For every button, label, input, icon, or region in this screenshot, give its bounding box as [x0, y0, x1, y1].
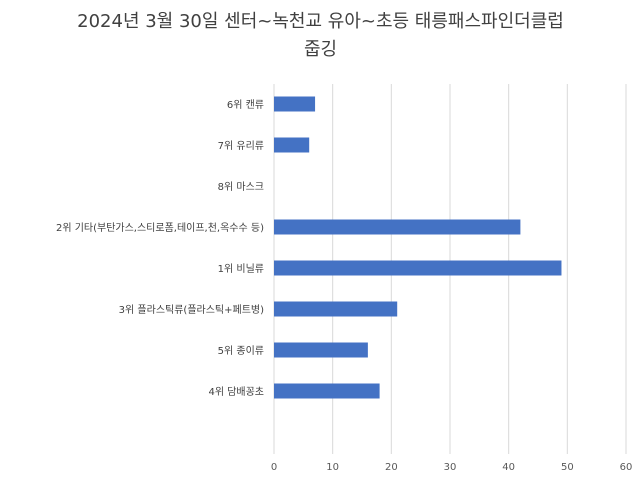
chart-title: 2024년 3월 30일 센터~녹천교 유아~초등 태릉패스파인더클럽: [77, 11, 564, 32]
category-label: 6위 캔류: [227, 98, 264, 111]
category-label: 3위 플라스틱류(플라스틱+페트병): [119, 303, 264, 316]
bar: [274, 383, 380, 399]
x-tick-label: 0: [271, 462, 277, 473]
category-label: 8위 마스크: [218, 180, 264, 193]
bar: [274, 260, 562, 276]
category-label: 2위 기타(부탄가스,스티로폼,테이프,천,옥수수 등): [56, 221, 264, 234]
category-label: 5위 종이류: [218, 344, 264, 357]
x-tick-label: 20: [385, 462, 398, 473]
x-tick-label: 30: [444, 462, 457, 473]
category-label: 7위 유리류: [218, 139, 264, 152]
chart-title-line2: 줍깅: [303, 39, 338, 60]
x-tick-label: 50: [561, 462, 574, 473]
x-tick-label: 60: [620, 462, 633, 473]
bar: [274, 342, 368, 358]
bar: [274, 219, 521, 235]
bar: [274, 96, 316, 112]
category-label: 4위 담배꽁초: [208, 385, 264, 398]
category-label: 1위 비닐류: [218, 262, 264, 275]
x-tick-label: 40: [502, 462, 515, 473]
bar: [274, 301, 398, 317]
x-tick-label: 10: [326, 462, 339, 473]
bar: [274, 137, 310, 153]
